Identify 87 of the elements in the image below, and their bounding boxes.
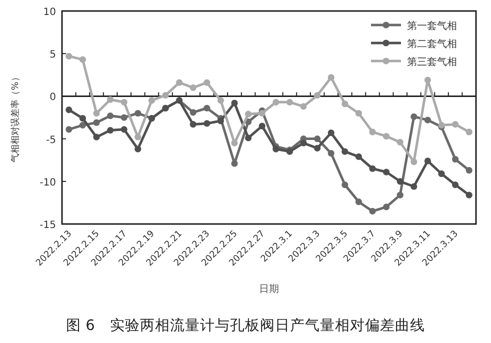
point (66, 106, 72, 114)
point (410, 158, 418, 166)
point (107, 112, 114, 120)
point (300, 140, 307, 146)
x-axis-title: 日期 (259, 283, 279, 295)
point (342, 148, 348, 155)
text: 图 6 实验两相流量计与孔板阀日产气量相对偏差曲线 (66, 317, 425, 334)
point (204, 79, 210, 86)
point (204, 120, 210, 127)
point (93, 110, 100, 117)
point (355, 153, 362, 160)
point (162, 92, 169, 99)
point (355, 110, 362, 117)
point (328, 74, 334, 81)
point (369, 208, 376, 215)
point (93, 134, 100, 140)
point (231, 100, 238, 106)
point (383, 168, 390, 176)
point (424, 76, 431, 84)
point (272, 146, 280, 152)
point (66, 52, 72, 60)
point (314, 92, 321, 99)
y-tick-label: -5 (46, 134, 56, 146)
point (314, 136, 321, 142)
point (217, 97, 224, 104)
point (190, 84, 196, 91)
point (328, 130, 334, 136)
point (190, 121, 196, 128)
point (258, 122, 266, 130)
point (79, 56, 86, 63)
point (466, 167, 472, 174)
point (424, 158, 431, 164)
point (93, 119, 100, 126)
y-tick-label: 5 (50, 50, 56, 61)
point (231, 140, 238, 146)
point (410, 183, 418, 190)
point (120, 114, 128, 121)
point (148, 97, 155, 104)
y-axis-title: 气相相对误差率（%） (10, 72, 21, 162)
point (245, 134, 252, 142)
y-tick-label: -15 (40, 220, 56, 231)
point (272, 98, 280, 106)
point (410, 113, 418, 120)
point (300, 103, 307, 110)
point (438, 170, 445, 178)
point (396, 192, 404, 198)
y-tick-label: 0 (50, 92, 56, 104)
point (190, 109, 196, 116)
point (245, 110, 252, 118)
point (396, 138, 404, 146)
point (328, 150, 334, 157)
point (286, 98, 293, 106)
point (120, 126, 128, 133)
point (355, 198, 362, 206)
point (231, 160, 238, 167)
point (383, 132, 390, 140)
point (107, 126, 114, 134)
point (452, 121, 459, 128)
point (176, 79, 183, 86)
point (204, 104, 210, 112)
point (79, 115, 86, 122)
point (342, 182, 348, 188)
point (342, 100, 348, 108)
legend-label: 第二套气相 (407, 38, 457, 50)
point (383, 204, 390, 210)
point (396, 178, 404, 185)
point (134, 110, 142, 117)
point (66, 126, 72, 133)
point (79, 122, 86, 128)
point (369, 128, 376, 136)
legend-label: 第一套气相 (407, 20, 457, 32)
point (134, 134, 142, 140)
point (466, 192, 472, 198)
y-tick-label: -10 (40, 177, 56, 188)
legend-label: 第三套气相 (407, 56, 457, 68)
point (314, 144, 321, 152)
point (424, 116, 431, 124)
point (258, 110, 266, 117)
point (452, 182, 459, 188)
y-tick-label: 10 (43, 7, 56, 18)
point (120, 98, 128, 106)
point (369, 165, 376, 172)
point (217, 118, 224, 124)
point (107, 96, 114, 103)
point (134, 146, 142, 152)
point (452, 156, 459, 163)
point (466, 128, 472, 136)
